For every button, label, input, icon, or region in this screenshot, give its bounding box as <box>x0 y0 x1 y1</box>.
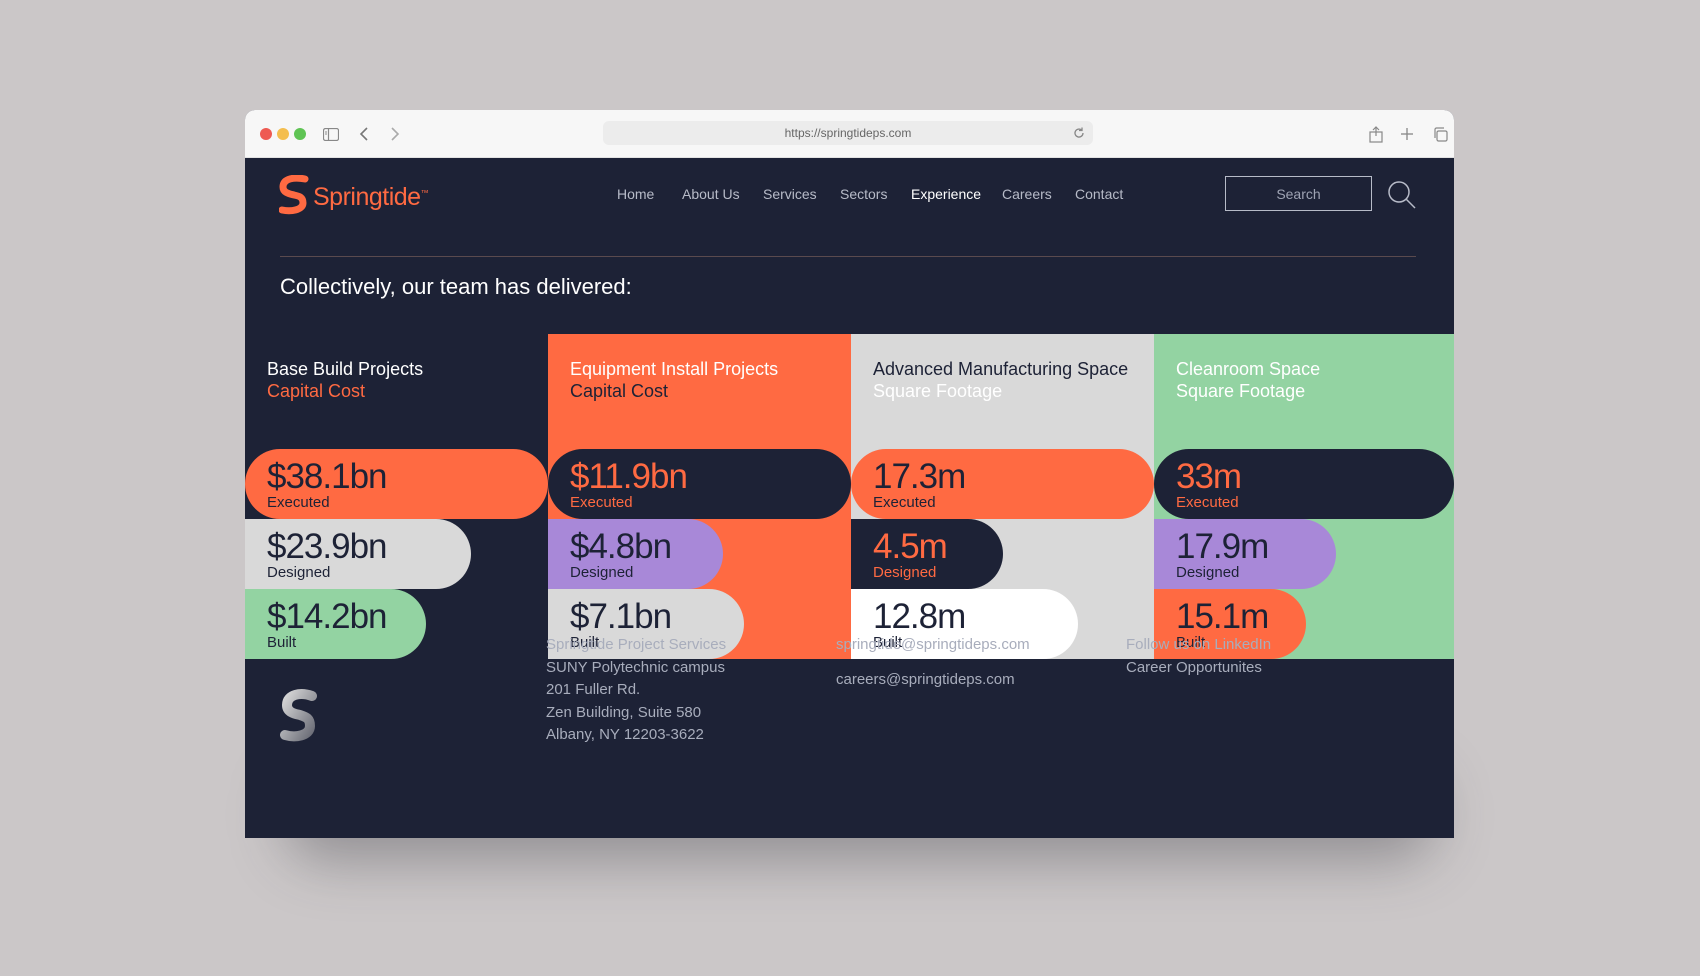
nav-home[interactable]: Home <box>617 186 655 202</box>
url-text: https://springtideps.com <box>784 126 912 140</box>
header-divider <box>280 256 1416 257</box>
logo-wordmark: Springtide™ <box>313 183 429 211</box>
new-tab-icon[interactable] <box>1395 122 1419 146</box>
address-line: Springtide Project Services <box>546 636 727 653</box>
stat-executed: 17.3m Executed <box>851 449 1154 519</box>
nav-careers[interactable]: Careers <box>1002 186 1052 202</box>
back-arrow-icon[interactable] <box>352 122 376 146</box>
springtide-logo[interactable]: Springtide™ <box>278 174 429 220</box>
stats-column-cleanroom: Cleanroom Space Square Footage 33m Execu… <box>1154 334 1454 659</box>
address-line: Zen Building, Suite 580 <box>546 703 702 721</box>
search-icon[interactable] <box>1387 180 1417 210</box>
stat-built: $14.2bn Built <box>245 589 426 659</box>
nav-about-us[interactable]: About Us <box>682 186 740 202</box>
nav-contact[interactable]: Contact <box>1075 186 1124 202</box>
stat-executed: $38.1bn Executed <box>245 449 548 519</box>
email-link-careers[interactable]: careers@springtideps.com <box>836 670 1015 688</box>
address-bar[interactable]: https://springtideps.com <box>603 121 1093 145</box>
sidebar-toggle-icon[interactable] <box>319 122 343 146</box>
stats-column-base-build: Base Build Projects Capital Cost $38.1bn… <box>245 334 548 659</box>
forward-arrow-icon[interactable] <box>383 122 407 146</box>
footer-logo-icon[interactable] <box>279 688 319 749</box>
close-window-button[interactable] <box>260 128 272 140</box>
nav-services[interactable]: Services <box>763 186 817 202</box>
stats-column-advanced-manufacturing: Advanced Manufacturing Space Square Foot… <box>851 334 1154 659</box>
column-subtitle: Capital Cost <box>267 381 366 401</box>
address-line: SUNY Polytechnic campus <box>546 658 725 676</box>
nav-sectors[interactable]: Sectors <box>840 186 888 202</box>
stats-column-equipment-install: Equipment Install Projects Capital Cost … <box>548 334 851 659</box>
footer-emails: springtide@springtideps.com careers@spri… <box>836 634 1030 691</box>
browser-window: https://springtideps.com Springtide™ Hom… <box>245 110 1454 838</box>
stat-designed: 17.9m Designed <box>1154 519 1336 589</box>
zoom-window-button[interactable] <box>294 128 306 140</box>
stat-executed: 33m Executed <box>1154 449 1454 519</box>
column-subtitle: Square Footage <box>1176 381 1306 401</box>
share-icon[interactable] <box>1364 122 1388 146</box>
career-opportunities-link[interactable]: Career Opportunites <box>1126 658 1262 676</box>
address-line: 201 Fuller Rd. <box>546 681 641 698</box>
linkedin-link[interactable]: Follow us on LinkedIn <box>1126 636 1272 653</box>
stat-built: $7.1bn Built <box>548 589 744 659</box>
springtide-logo-icon <box>278 174 309 220</box>
column-title: Cleanroom Space <box>1176 359 1321 379</box>
column-title: Equipment Install Projects <box>570 359 779 379</box>
column-subtitle: Capital Cost <box>570 381 669 401</box>
stat-designed: $23.9bn Designed <box>245 519 471 589</box>
footer-address: Springtide Project Services SUNY Polytec… <box>546 634 726 747</box>
address-line: Albany, NY 12203-3622 <box>546 726 704 743</box>
stat-designed: $4.8bn Designed <box>548 519 723 589</box>
column-title: Base Build Projects <box>267 359 424 379</box>
minimize-window-button[interactable] <box>277 128 289 140</box>
footer-links: Follow us on LinkedIn Career Opportunite… <box>1126 634 1271 679</box>
stat-built: 12.8m Built <box>851 589 1078 659</box>
page-heading: Collectively, our team has delivered: <box>280 274 632 299</box>
stat-designed: 4.5m Designed <box>851 519 1003 589</box>
tab-overview-icon[interactable] <box>1428 122 1452 146</box>
stat-built: 15.1m Built <box>1154 589 1306 659</box>
browser-titlebar: https://springtideps.com <box>245 110 1454 158</box>
search-input[interactable] <box>1225 176 1372 211</box>
column-subtitle: Square Footage <box>873 381 1003 401</box>
reload-icon[interactable] <box>1071 125 1087 141</box>
nav-experience[interactable]: Experience <box>911 186 982 202</box>
email-link-general[interactable]: springtide@springtideps.com <box>836 636 1030 653</box>
column-title: Advanced Manufacturing Space <box>873 359 1129 379</box>
stat-executed: $11.9bn Executed <box>548 449 851 519</box>
